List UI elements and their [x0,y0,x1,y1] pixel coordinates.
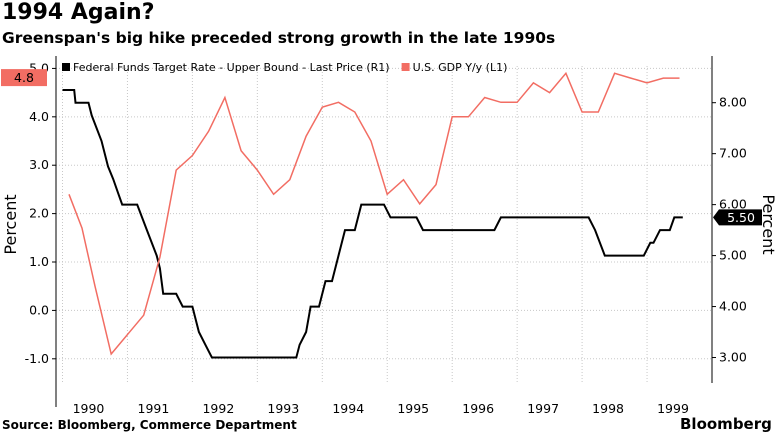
legend-label: U.S. GDP Y/y (L1) [413,61,508,74]
legend-swatch [401,63,410,71]
left-tick-label: 4.0 [29,109,49,124]
legend-swatch [62,63,70,71]
x-tick-label: 1998 [592,401,624,416]
chart-title: 1994 Again? [2,0,155,25]
fed-funds-last-value: 5.50 [727,210,755,225]
gridlines [56,66,712,383]
source-note: Source: Bloomberg, Commerce Department [2,418,297,432]
last-value-badges: 5.50 4.8 [1,69,762,226]
fed-funds-last-value-badge [713,209,762,226]
right-tick-label: 7.00 [719,146,747,161]
x-tick-label: 1991 [138,401,170,416]
x-tick-label: 1997 [527,401,559,416]
x-tick-label: 1996 [462,401,494,416]
right-axis-title: Percent [759,194,775,254]
x-tick-label: 1993 [267,401,299,416]
legend-label: Federal Funds Target Rate - Upper Bound … [73,61,390,74]
series-lines [62,71,683,359]
right-tick-label: 8.00 [719,95,747,110]
right-tick-label: 3.00 [719,350,747,365]
right-tick-label: 4.00 [719,299,747,314]
right-tick-label: 5.00 [719,248,747,263]
series-line-fed-funds [62,89,683,359]
x-tick-label: 1992 [202,401,234,416]
axes: 5.04.03.02.01.00.0-1.08.007.006.005.004.… [1,56,775,416]
left-tick-label: 2.0 [29,206,49,221]
x-tick-label: 1990 [73,401,105,416]
chart-subtitle: Greenspan's big hike preceded strong gro… [2,29,556,47]
left-tick-label: 3.0 [29,157,49,172]
x-tick-label: 1994 [332,401,364,416]
gdp-last-value: 4.8 [14,70,34,85]
left-tick-label: 1.0 [29,254,49,269]
right-tick-label: 6.00 [719,197,747,212]
bloomberg-logo: Bloomberg [680,415,772,433]
left-tick-label: 0.0 [29,302,49,317]
x-tick-label: 1999 [657,401,689,416]
left-axis-title: Percent [1,194,20,254]
series-line-gdp [68,71,680,356]
legend: Federal Funds Target Rate - Upper Bound … [62,61,507,74]
x-tick-label: 1995 [397,401,429,416]
left-tick-label: -1.0 [25,351,49,366]
gdp-last-value-badge [1,69,47,87]
